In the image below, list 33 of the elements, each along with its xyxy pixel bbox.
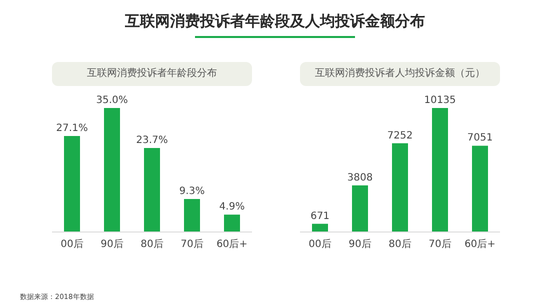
bar bbox=[144, 148, 160, 232]
x-tick-label: 90后 bbox=[100, 238, 124, 250]
bar bbox=[352, 185, 368, 232]
bar bbox=[392, 143, 408, 232]
data-label: 9.3% bbox=[179, 186, 205, 198]
bar bbox=[184, 199, 200, 232]
data-label: 27.1% bbox=[56, 122, 88, 134]
data-label: 7051 bbox=[467, 132, 493, 144]
x-tick-label: 70后 bbox=[428, 238, 452, 250]
data-label: 671 bbox=[310, 210, 330, 222]
data-label: 3808 bbox=[347, 172, 373, 184]
x-tick-label: 00后 bbox=[60, 238, 84, 250]
bar bbox=[224, 214, 240, 232]
bar bbox=[64, 136, 80, 232]
data-label: 4.9% bbox=[219, 202, 245, 213]
data-label: 23.7% bbox=[136, 135, 168, 146]
x-tick-label: 70后 bbox=[180, 238, 204, 250]
x-tick-label: 60后+ bbox=[464, 238, 496, 250]
data-label: 35.0% bbox=[96, 95, 128, 106]
bar bbox=[472, 146, 488, 232]
bar bbox=[312, 224, 328, 232]
data-label: 10135 bbox=[424, 95, 456, 106]
chart-title: 互联网消费投诉者年龄段及人均投诉金额分布 bbox=[124, 12, 426, 31]
chart-subtitle: 互联网消费投诉者人均投诉金额（元） bbox=[300, 62, 500, 86]
x-tick-label: 60后+ bbox=[216, 238, 248, 250]
bar bbox=[432, 108, 448, 232]
bar bbox=[104, 108, 120, 232]
x-tick-label: 80后 bbox=[140, 238, 164, 250]
x-tick-label: 00后 bbox=[308, 238, 332, 250]
x-tick-label: 90后 bbox=[348, 238, 372, 250]
data-label: 7252 bbox=[387, 130, 413, 142]
chart-subtitle: 互联网消费投诉者年龄段分布 bbox=[52, 62, 252, 86]
x-tick-label: 80后 bbox=[388, 238, 412, 250]
